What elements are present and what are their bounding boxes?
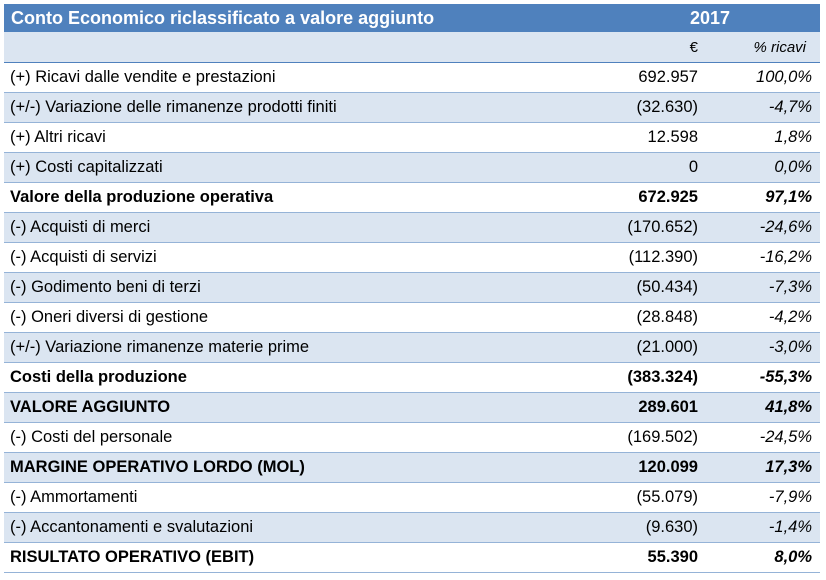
row-label: (+/-) Variazione delle rimanenze prodott… [4,92,600,123]
row-euro-value: (55.079) [600,482,710,513]
row-pct-value: -3,0% [710,332,821,363]
row-label: (+) Altri ricavi [4,122,600,153]
row-label: MARGINE OPERATIVO LORDO (MOL) [4,452,600,483]
row-euro-value: 55.390 [600,542,710,573]
row-label: (-) Acquisti di merci [4,212,600,243]
table-header: Conto Economico riclassificato a valore … [4,4,821,32]
row-pct-value: -7,3% [710,272,821,303]
row-euro-value: 672.925 [600,182,710,213]
row-euro-value: (383.324) [600,362,710,393]
row-label: (-) Costi del personale [4,422,600,453]
table-row: (+/-) Variazione delle rimanenze prodott… [4,92,821,123]
row-pct-value: -16,2% [710,242,821,273]
table-row: (-) Acquisti di merci (170.652) -24,6% [4,212,821,243]
row-pct-value: 0,0% [710,152,821,183]
row-euro-value: (169.502) [600,422,710,453]
row-euro-value: 12.598 [600,122,710,153]
row-label: (+) Ricavi dalle vendite e prestazioni [4,62,600,93]
row-label: (-) Godimento beni di terzi [4,272,600,303]
table-row: (+) Costi capitalizzati 0 0,0% [4,152,821,183]
table-row: (-) Ammortamenti (55.079) -7,9% [4,482,821,513]
table-row: (+) Ricavi dalle vendite e prestazioni 69… [4,62,821,93]
row-euro-value: (32.630) [600,92,710,123]
table-row: (-) Godimento beni di terzi (50.434) -7,3% [4,272,821,303]
row-label: (-) Ammortamenti [4,482,600,513]
column-subheader: € % ricavi [4,32,821,63]
income-statement: Conto Economico riclassificato a valore … [4,4,821,573]
row-pct-value: 100,0% [710,62,821,93]
row-label: (-) Acquisti di servizi [4,242,600,273]
row-label: VALORE AGGIUNTO [4,392,600,423]
table-row: (-) Costi del personale (169.502) -24,5% [4,422,821,453]
row-label: (-) Accantonamenti e svalutazioni [4,512,600,543]
row-label: (+) Costi capitalizzati [4,152,600,183]
table-row: VALORE AGGIUNTO 289.601 41,8% [4,392,821,423]
row-pct-value: 17,3% [710,452,821,483]
table-row: RISULTATO OPERATIVO (EBIT) 55.390 8,0% [4,542,821,573]
row-pct-value: -1,4% [710,512,821,543]
table-row: Valore della produzione operativa 672.925… [4,182,821,213]
row-euro-value: 289.601 [600,392,710,423]
row-label: (-) Oneri diversi di gestione [4,302,600,333]
row-pct-value: 8,0% [710,542,821,573]
row-euro-value: (28.848) [600,302,710,333]
row-euro-value: (50.434) [600,272,710,303]
table-row: MARGINE OPERATIVO LORDO (MOL) 120.099 17,3… [4,452,821,483]
table-row: (+) Altri ricavi 12.598 1,8% [4,122,821,153]
row-pct-value: 41,8% [710,392,821,423]
row-label: Valore della produzione operativa [4,182,600,213]
row-euro-value: (21.000) [600,332,710,363]
row-label: (+/-) Variazione rimanenze materie prime [4,332,600,363]
table-row: (+/-) Variazione rimanenze materie prime… [4,332,821,363]
row-euro-value: (9.630) [600,512,710,543]
row-pct-value: -24,5% [710,422,821,453]
row-pct-value: 1,8% [710,122,821,153]
row-euro-value: (170.652) [600,212,710,243]
table-title: Conto Economico riclassificato a valore … [4,4,600,32]
row-pct-value: -4,2% [710,302,821,333]
row-label: Costi della produzione [4,362,600,393]
row-pct-value: -55,3% [710,362,821,393]
row-pct-value: -24,6% [710,212,821,243]
euro-column-header: € [600,32,710,63]
row-euro-value: 0 [600,152,710,183]
row-label: RISULTATO OPERATIVO (EBIT) [4,542,600,573]
row-pct-value: -7,9% [710,482,821,513]
row-euro-value: (112.390) [600,242,710,273]
table-row: (-) Acquisti di servizi (112.390) -16,2% [4,242,821,273]
table-row: Costi della produzione (383.324) -55,3% [4,362,821,393]
row-pct-value: 97,1% [710,182,821,213]
income-statement-table: Conto Economico riclassificato a valore … [4,4,821,573]
table-row: (-) Accantonamenti e svalutazioni (9.630)… [4,512,821,543]
row-pct-value: -4,7% [710,92,821,123]
pct-column-header: % ricavi [710,32,821,63]
row-euro-value: 692.957 [600,62,710,93]
row-euro-value: 120.099 [600,452,710,483]
subheader-spacer [4,32,600,63]
year-header: 2017 [600,4,821,32]
table-row: (-) Oneri diversi di gestione (28.848) -4,… [4,302,821,333]
